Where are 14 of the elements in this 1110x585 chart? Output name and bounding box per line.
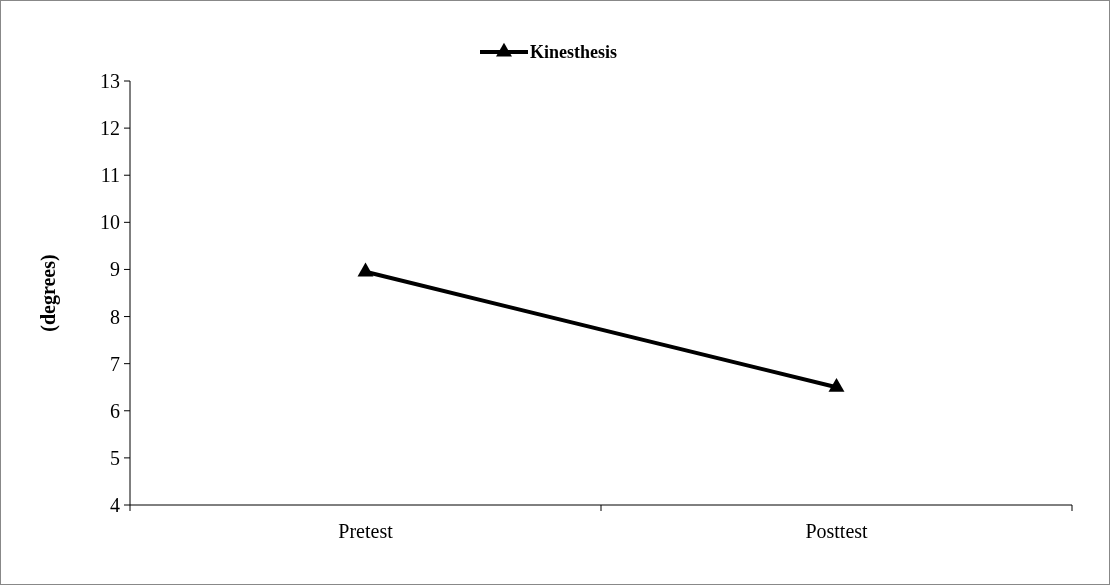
y-tick-label: 6 <box>110 399 120 422</box>
y-tick-label: 4 <box>110 494 120 516</box>
y-tick-label: 7 <box>110 352 120 375</box>
y-tick-label: 8 <box>110 305 120 328</box>
y-tick-label: 11 <box>100 164 120 187</box>
y-axis-title: (degrees) <box>37 254 60 332</box>
legend-label: Kinesthesis <box>530 42 618 63</box>
x-tick-label: Pretest <box>338 520 394 542</box>
y-tick-label: 5 <box>110 446 120 469</box>
y-tick-label: 9 <box>110 258 120 281</box>
y-tick-label: 12 <box>100 117 120 140</box>
x-tick-label: Posttest <box>805 520 869 542</box>
y-tick-label: 10 <box>100 211 120 234</box>
y-tick-label: 13 <box>100 70 120 92</box>
